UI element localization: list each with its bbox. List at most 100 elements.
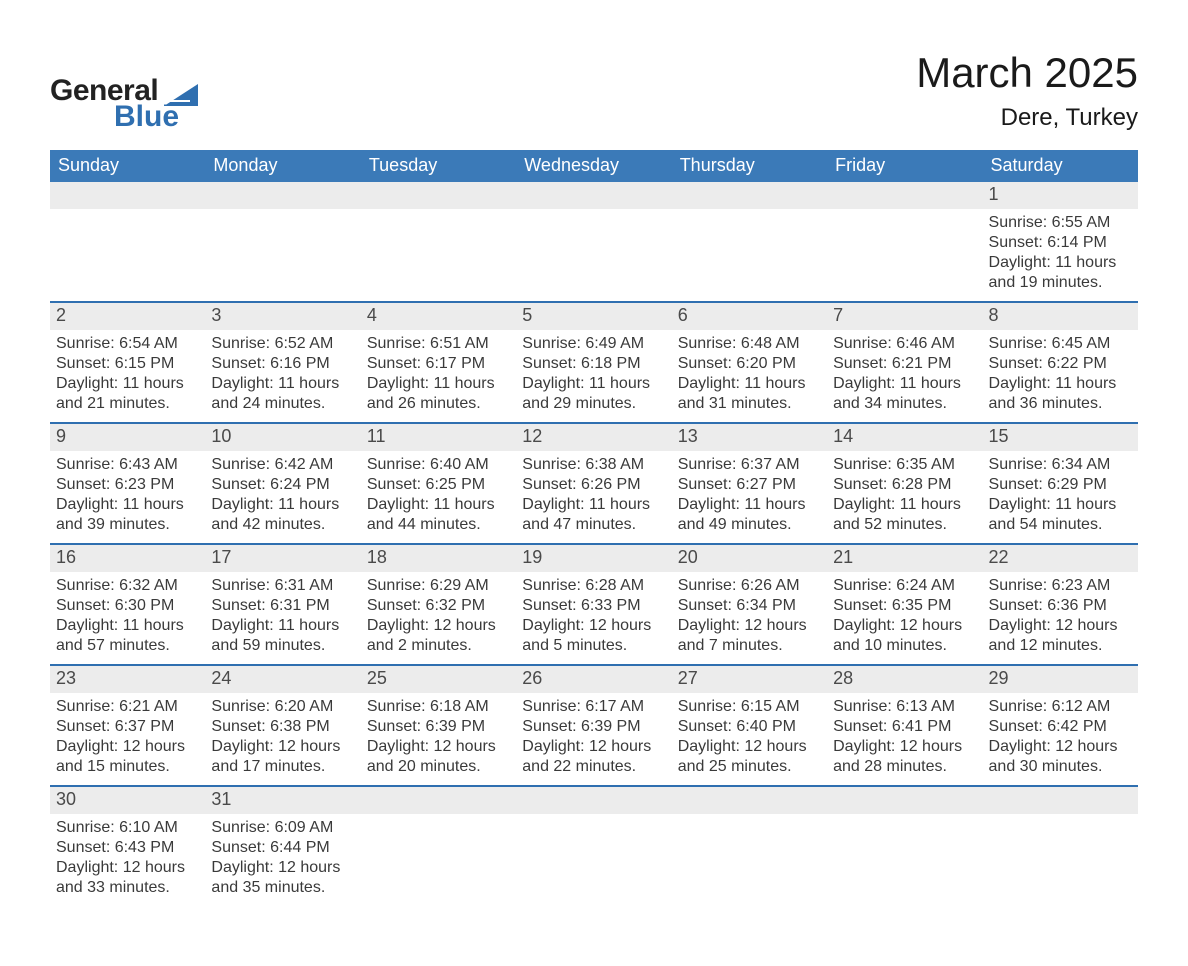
- date-number: 8: [983, 303, 1138, 330]
- dl1-text: Daylight: 11 hours: [211, 616, 354, 636]
- sunset-text: Sunset: 6:32 PM: [367, 596, 510, 616]
- dl1-text: Daylight: 11 hours: [989, 374, 1132, 394]
- dl1-text: Daylight: 12 hours: [367, 616, 510, 636]
- sunset-text: Sunset: 6:35 PM: [833, 596, 976, 616]
- cell-details: Sunrise: 6:24 AMSunset: 6:35 PMDaylight:…: [827, 572, 982, 664]
- date-number: [50, 182, 205, 209]
- dl2-text: and 49 minutes.: [678, 515, 821, 535]
- cell-details: Sunrise: 6:42 AMSunset: 6:24 PMDaylight:…: [205, 451, 360, 543]
- dl2-text: and 31 minutes.: [678, 394, 821, 414]
- cell-details: [205, 209, 360, 241]
- sunset-text: Sunset: 6:30 PM: [56, 596, 199, 616]
- calendar-week-row: 30Sunrise: 6:10 AMSunset: 6:43 PMDayligh…: [50, 786, 1138, 906]
- calendar-cell: 13Sunrise: 6:37 AMSunset: 6:27 PMDayligh…: [672, 423, 827, 544]
- dl2-text: and 17 minutes.: [211, 757, 354, 777]
- sunset-text: Sunset: 6:38 PM: [211, 717, 354, 737]
- cell-details: Sunrise: 6:46 AMSunset: 6:21 PMDaylight:…: [827, 330, 982, 422]
- brand-logo: General Blue: [50, 76, 198, 132]
- dl2-text: and 2 minutes.: [367, 636, 510, 656]
- calendar-cell: 16Sunrise: 6:32 AMSunset: 6:30 PMDayligh…: [50, 544, 205, 665]
- date-number: 23: [50, 666, 205, 693]
- cell-details: [361, 209, 516, 241]
- cell-details: Sunrise: 6:45 AMSunset: 6:22 PMDaylight:…: [983, 330, 1138, 422]
- sunset-text: Sunset: 6:17 PM: [367, 354, 510, 374]
- dl2-text: and 29 minutes.: [522, 394, 665, 414]
- sunset-text: Sunset: 6:20 PM: [678, 354, 821, 374]
- cell-details: Sunrise: 6:48 AMSunset: 6:20 PMDaylight:…: [672, 330, 827, 422]
- calendar-cell: 23Sunrise: 6:21 AMSunset: 6:37 PMDayligh…: [50, 665, 205, 786]
- calendar-cell: 11Sunrise: 6:40 AMSunset: 6:25 PMDayligh…: [361, 423, 516, 544]
- dl1-text: Daylight: 12 hours: [56, 858, 199, 878]
- sunrise-text: Sunrise: 6:21 AM: [56, 697, 199, 717]
- calendar-cell: 2Sunrise: 6:54 AMSunset: 6:15 PMDaylight…: [50, 302, 205, 423]
- calendar-cell: [827, 182, 982, 302]
- date-number: [361, 182, 516, 209]
- dl1-text: Daylight: 12 hours: [211, 858, 354, 878]
- date-number: 5: [516, 303, 671, 330]
- dl1-text: Daylight: 11 hours: [522, 374, 665, 394]
- cell-details: [672, 814, 827, 846]
- sunset-text: Sunset: 6:16 PM: [211, 354, 354, 374]
- sunrise-text: Sunrise: 6:31 AM: [211, 576, 354, 596]
- sunset-text: Sunset: 6:25 PM: [367, 475, 510, 495]
- sunset-text: Sunset: 6:40 PM: [678, 717, 821, 737]
- calendar-cell: 17Sunrise: 6:31 AMSunset: 6:31 PMDayligh…: [205, 544, 360, 665]
- dl1-text: Daylight: 12 hours: [833, 737, 976, 757]
- date-number: 12: [516, 424, 671, 451]
- dl1-text: Daylight: 11 hours: [211, 495, 354, 515]
- sunset-text: Sunset: 6:34 PM: [678, 596, 821, 616]
- date-number: 3: [205, 303, 360, 330]
- date-number: 19: [516, 545, 671, 572]
- date-number: [827, 787, 982, 814]
- dl1-text: Daylight: 11 hours: [833, 495, 976, 515]
- cell-details: Sunrise: 6:51 AMSunset: 6:17 PMDaylight:…: [361, 330, 516, 422]
- calendar-cell: 8Sunrise: 6:45 AMSunset: 6:22 PMDaylight…: [983, 302, 1138, 423]
- cell-details: Sunrise: 6:23 AMSunset: 6:36 PMDaylight:…: [983, 572, 1138, 664]
- sunrise-text: Sunrise: 6:20 AM: [211, 697, 354, 717]
- dl2-text: and 15 minutes.: [56, 757, 199, 777]
- cell-details: Sunrise: 6:34 AMSunset: 6:29 PMDaylight:…: [983, 451, 1138, 543]
- date-number: 28: [827, 666, 982, 693]
- date-number: [672, 787, 827, 814]
- dl1-text: Daylight: 11 hours: [56, 495, 199, 515]
- cell-details: Sunrise: 6:13 AMSunset: 6:41 PMDaylight:…: [827, 693, 982, 785]
- sunrise-text: Sunrise: 6:40 AM: [367, 455, 510, 475]
- dl2-text: and 25 minutes.: [678, 757, 821, 777]
- cell-details: [50, 209, 205, 241]
- weekday-header: Saturday: [983, 150, 1138, 182]
- sunset-text: Sunset: 6:33 PM: [522, 596, 665, 616]
- sunrise-text: Sunrise: 6:42 AM: [211, 455, 354, 475]
- cell-details: [827, 814, 982, 846]
- cell-details: Sunrise: 6:35 AMSunset: 6:28 PMDaylight:…: [827, 451, 982, 543]
- dl1-text: Daylight: 11 hours: [989, 495, 1132, 515]
- dl2-text: and 28 minutes.: [833, 757, 976, 777]
- dl1-text: Daylight: 12 hours: [833, 616, 976, 636]
- date-number: 15: [983, 424, 1138, 451]
- dl1-text: Daylight: 12 hours: [678, 616, 821, 636]
- date-number: 31: [205, 787, 360, 814]
- calendar-cell: 14Sunrise: 6:35 AMSunset: 6:28 PMDayligh…: [827, 423, 982, 544]
- sunrise-text: Sunrise: 6:15 AM: [678, 697, 821, 717]
- calendar-page: General Blue March 2025 Dere, Turkey Sun…: [0, 0, 1188, 966]
- weekday-header: Sunday: [50, 150, 205, 182]
- cell-details: [361, 814, 516, 846]
- cell-details: Sunrise: 6:55 AMSunset: 6:14 PMDaylight:…: [983, 209, 1138, 301]
- date-number: 16: [50, 545, 205, 572]
- date-number: 24: [205, 666, 360, 693]
- dl1-text: Daylight: 11 hours: [833, 374, 976, 394]
- dl1-text: Daylight: 11 hours: [989, 253, 1132, 273]
- cell-details: Sunrise: 6:37 AMSunset: 6:27 PMDaylight:…: [672, 451, 827, 543]
- date-number: 1: [983, 182, 1138, 209]
- cell-details: Sunrise: 6:29 AMSunset: 6:32 PMDaylight:…: [361, 572, 516, 664]
- cell-details: Sunrise: 6:52 AMSunset: 6:16 PMDaylight:…: [205, 330, 360, 422]
- sunrise-text: Sunrise: 6:52 AM: [211, 334, 354, 354]
- calendar-cell: [361, 786, 516, 906]
- calendar-cell: 21Sunrise: 6:24 AMSunset: 6:35 PMDayligh…: [827, 544, 982, 665]
- cell-details: Sunrise: 6:15 AMSunset: 6:40 PMDaylight:…: [672, 693, 827, 785]
- dl2-text: and 22 minutes.: [522, 757, 665, 777]
- dl2-text: and 26 minutes.: [367, 394, 510, 414]
- sunrise-text: Sunrise: 6:32 AM: [56, 576, 199, 596]
- dl2-text: and 36 minutes.: [989, 394, 1132, 414]
- calendar-cell: 15Sunrise: 6:34 AMSunset: 6:29 PMDayligh…: [983, 423, 1138, 544]
- sunrise-text: Sunrise: 6:23 AM: [989, 576, 1132, 596]
